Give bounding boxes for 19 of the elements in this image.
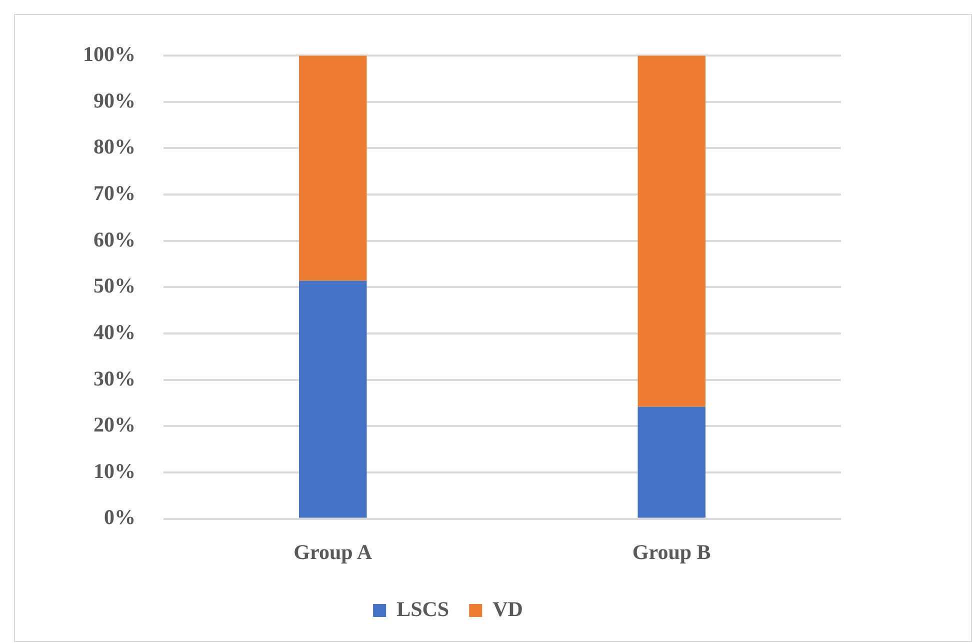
y-tick-label: 40%	[94, 320, 136, 344]
y-tick-label: 10%	[94, 458, 136, 483]
y-tick-label: 70%	[94, 180, 136, 205]
x-tick-label: Group A	[294, 540, 373, 564]
y-tick-label: 30%	[94, 366, 136, 390]
bar	[299, 280, 367, 518]
y-tick-label: 50%	[94, 274, 136, 298]
y-tick-label: 20%	[94, 412, 136, 437]
bar	[299, 56, 367, 281]
legend-label: LSCS	[396, 596, 450, 621]
y-tick-label: 100%	[83, 42, 136, 66]
y-tick-label: 80%	[94, 134, 136, 159]
y-tick-label: 0%	[104, 505, 136, 530]
legend-label: VD	[492, 596, 523, 621]
y-tick-label: 60%	[94, 227, 136, 252]
y-tick-label: 90%	[94, 88, 136, 112]
x-tick-label: Group B	[632, 540, 711, 564]
bar	[638, 406, 706, 518]
bar	[638, 56, 706, 407]
